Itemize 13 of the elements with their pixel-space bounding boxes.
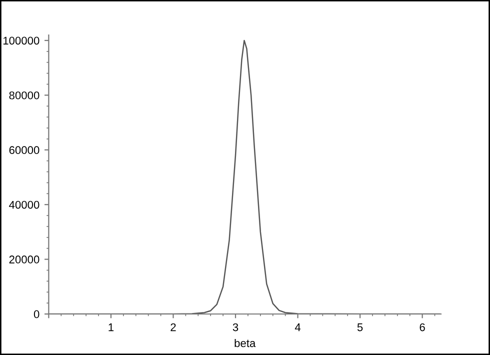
x-tick-label: 3 [232,323,238,332]
x-tick-label: 5 [357,323,363,332]
y-tick-label: 0 [34,310,40,318]
y-tick-label: 40000 [9,200,40,209]
x-tick-label: 2 [170,323,176,332]
x-tick-label: 6 [420,323,425,332]
y-tick-label: 80000 [9,91,40,100]
y-tick-label: 100000 [3,36,40,45]
y-tick-label: 20000 [9,256,40,264]
x-axis-title: beta [234,338,256,348]
y-tick-label: 60000 [9,146,40,154]
x-tick-label: 1 [108,323,114,332]
x-tick-label: 4 [294,323,301,332]
